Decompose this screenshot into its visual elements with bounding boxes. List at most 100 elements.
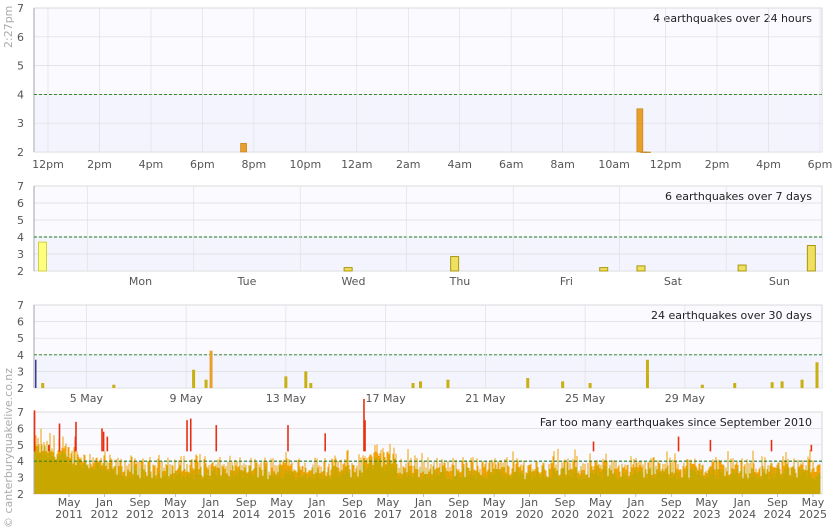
activity-bars <box>34 428 821 494</box>
x-tick-label: 2pm <box>87 158 112 171</box>
x-tick-label: Sat <box>664 275 683 288</box>
x-tick-year: 2012 <box>126 508 154 521</box>
x-tick-month: Sep <box>342 496 363 509</box>
x-tick-label: 4am <box>447 158 471 171</box>
x-tick-label: Mon <box>129 275 152 288</box>
x-tick-label: 2am <box>396 158 420 171</box>
y-tick-label: 7 <box>17 299 24 312</box>
event-bar <box>411 383 415 388</box>
x-tick-month: May <box>58 496 81 509</box>
x-tick-label: 6pm <box>808 158 833 171</box>
event-bar <box>561 381 565 388</box>
y-tick-label: 2 <box>17 382 24 395</box>
watermark: © canterburyquakelive.co.nz <box>2 368 15 528</box>
x-tick-month: Sep <box>236 496 257 509</box>
y-tick-label: 7 <box>17 406 24 419</box>
x-tick-year: 2024 <box>728 508 756 521</box>
x-tick-year: 2023 <box>693 508 721 521</box>
y-tick-label: 6 <box>17 197 24 210</box>
x-tick-year: 2017 <box>374 508 402 521</box>
y-tick-label: 2 <box>17 146 24 159</box>
event-bar <box>41 383 45 388</box>
y-tick-label: 3 <box>17 472 24 485</box>
event-bar <box>34 359 37 388</box>
y-tick-label: 2 <box>17 488 24 501</box>
x-tick-label: Fri <box>560 275 573 288</box>
x-tick-month: Sep <box>130 496 151 509</box>
x-tick-year: 2012 <box>90 508 118 521</box>
y-tick-label: 3 <box>17 248 24 261</box>
x-tick-month: Jan <box>308 496 326 509</box>
x-tick-year: 2021 <box>586 508 614 521</box>
event-bar <box>38 241 48 272</box>
x-tick-label: 4pm <box>139 158 164 171</box>
y-tick-label: 7 <box>17 2 24 15</box>
event-bar <box>309 383 313 388</box>
x-tick-label: Tue <box>237 275 257 288</box>
event-bar <box>733 383 737 388</box>
event-bar <box>446 379 450 388</box>
x-tick-label: 5 May <box>70 392 104 405</box>
event-bar <box>192 369 196 388</box>
x-tick-year: 2014 <box>232 508 260 521</box>
x-tick-year: 2011 <box>55 508 83 521</box>
y-tick-label: 2 <box>17 265 24 278</box>
x-tick-month: May <box>483 496 506 509</box>
x-tick-year: 2020 <box>516 508 544 521</box>
panel-1: 2 3 4 5 6 7 4 earthquakes over 24 hours 12pm 2pm… <box>17 2 832 171</box>
x-tick-label: 29 May <box>665 392 706 405</box>
x-tick-month: Sep <box>448 496 469 509</box>
x-tick-label: 17 May <box>365 392 406 405</box>
panel-title: 6 earthquakes over 7 days <box>665 190 812 203</box>
x-tick-year: 2016 <box>303 508 331 521</box>
x-tick-month: May <box>164 496 187 509</box>
x-tick-year: 2025 <box>799 508 827 521</box>
x-tick-month: May <box>377 496 400 509</box>
event-bar <box>644 151 651 153</box>
event-bar <box>636 108 644 153</box>
x-tick-label: Wed <box>341 275 365 288</box>
y-tick-label: 4 <box>17 231 24 244</box>
x-tick-label: 10am <box>598 158 629 171</box>
event-bar <box>204 379 208 388</box>
y-tick-label: 5 <box>17 332 24 345</box>
event-bar <box>636 265 646 272</box>
event-bar <box>284 376 288 388</box>
panel-title: Far too many earthquakes since September… <box>540 416 812 429</box>
event-bar <box>112 384 116 388</box>
x-tick-year: 2018 <box>409 508 437 521</box>
event-bar <box>780 381 784 388</box>
x-tick-label: 2pm <box>705 158 730 171</box>
event-bar <box>806 245 816 272</box>
event-bar <box>419 381 423 388</box>
x-tick-month: Jan <box>626 496 644 509</box>
panel-2: 2 3 4 5 6 7 6 earthquakes over 7 days Mon Tue Wed… <box>17 180 823 288</box>
y-tick-label: 6 <box>17 31 24 44</box>
x-tick-month: Jan <box>733 496 751 509</box>
x-tick-month: Jan <box>95 496 113 509</box>
panel-title: 4 earthquakes over 24 hours <box>653 12 812 25</box>
event-bar <box>526 378 530 388</box>
event-bar <box>770 382 774 388</box>
event-bar <box>700 384 704 388</box>
panel-4: 2 3 4 5 6 7 Far too many earthquakes since Sep… <box>17 398 827 521</box>
x-tick-label: 13 May <box>266 392 307 405</box>
x-tick-month: Jan <box>520 496 538 509</box>
x-tick-label: Sun <box>769 275 790 288</box>
x-tick-label: Thu <box>449 275 471 288</box>
x-tick-year: 2024 <box>764 508 792 521</box>
y-tick-label: 7 <box>17 180 24 193</box>
event-bar <box>240 143 247 153</box>
y-tick-label: 6 <box>17 422 24 435</box>
y-tick-label: 6 <box>17 316 24 329</box>
y-tick-label: 5 <box>17 60 24 73</box>
x-tick-label: 12am <box>341 158 372 171</box>
x-tick-month: Sep <box>555 496 576 509</box>
event-bar <box>304 371 308 388</box>
y-tick-label: 4 <box>17 455 24 468</box>
x-tick-year: 2016 <box>338 508 366 521</box>
x-tick-label: 12pm <box>650 158 682 171</box>
x-tick-year: 2018 <box>445 508 473 521</box>
event-bar <box>209 350 213 388</box>
